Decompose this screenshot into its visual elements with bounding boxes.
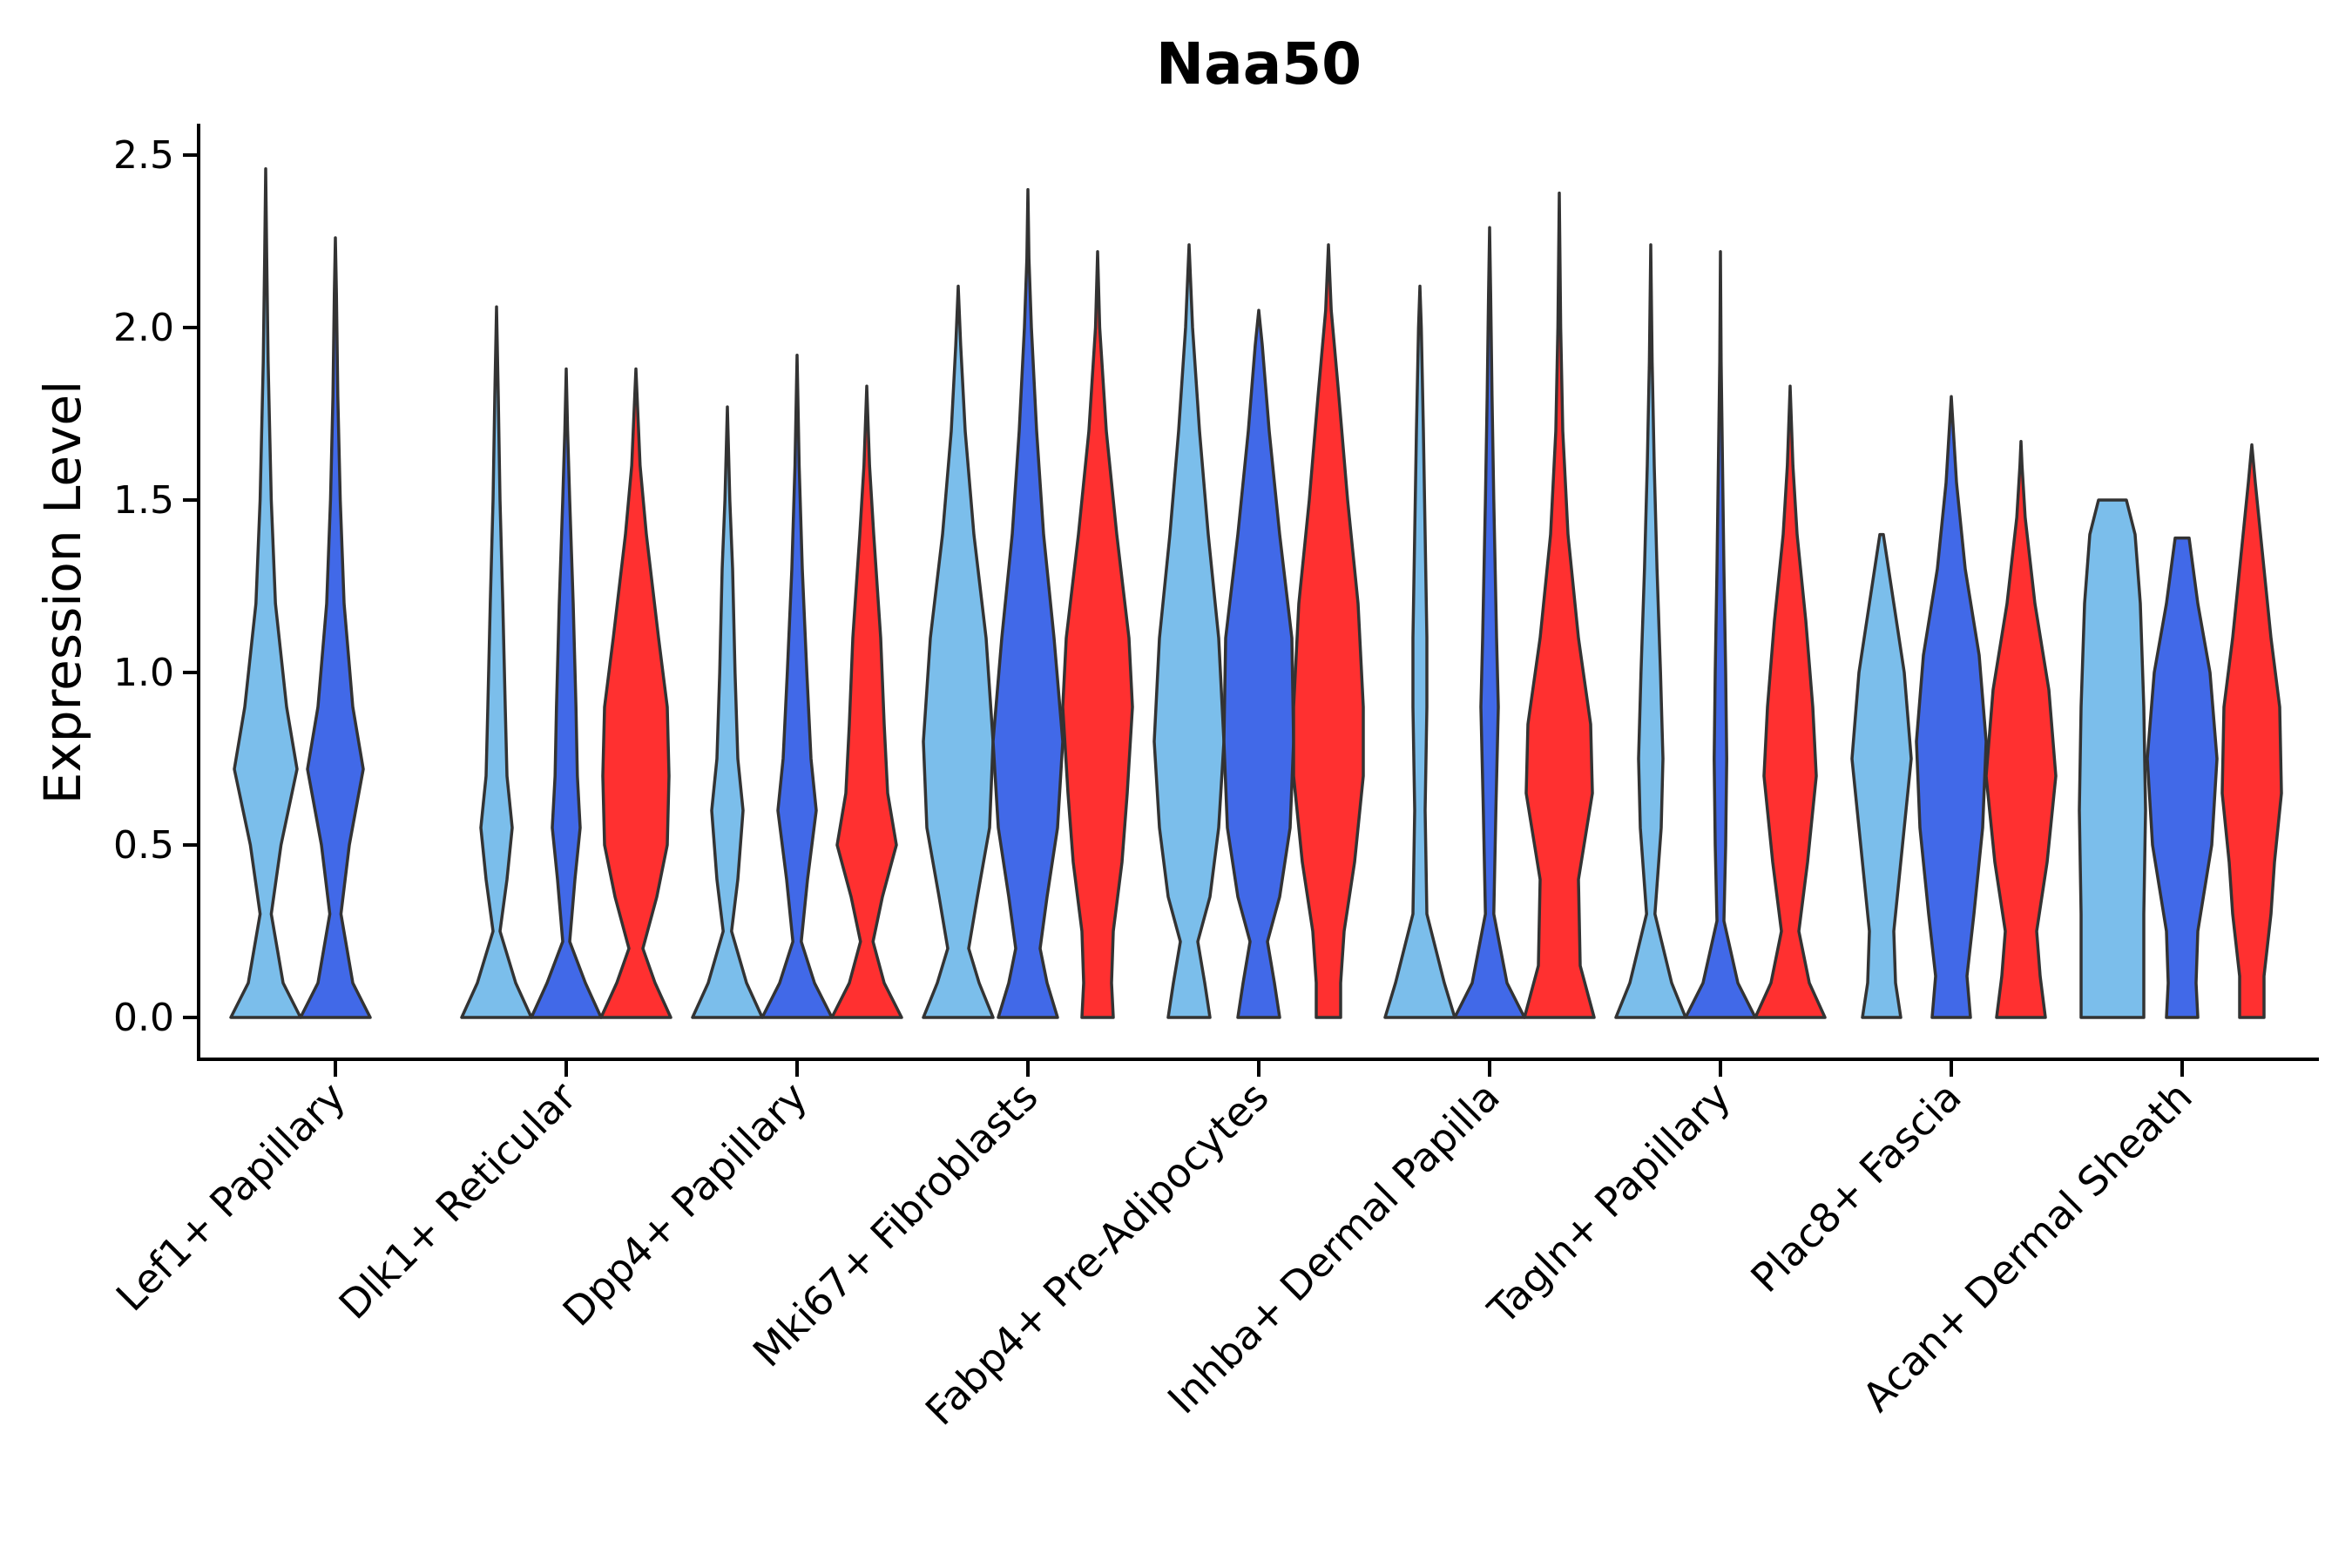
violin-group2 — [760, 353, 834, 1019]
violin-group2 — [991, 187, 1064, 1019]
violin-group1 — [691, 405, 764, 1019]
violin-group1 — [1152, 243, 1226, 1019]
violin-group3 — [1523, 191, 1596, 1019]
y-tick-label: 0.5 — [113, 823, 174, 868]
violin-group3 — [1292, 243, 1365, 1019]
x-tick-label: Dpp4+ Papillary — [554, 1073, 816, 1335]
violin-group2 — [2146, 536, 2219, 1019]
x-tick-label: Lef1+ Papillary — [107, 1073, 355, 1321]
violins-layer — [229, 167, 2283, 1019]
violin-group3 — [1984, 439, 2058, 1019]
y-tick-label: 2.0 — [113, 306, 174, 350]
violin-group3 — [1754, 384, 1827, 1019]
violin-group2 — [1222, 308, 1295, 1019]
y-tick-label: 1.5 — [113, 478, 174, 523]
y-axis-label: Expression Level — [33, 381, 92, 804]
violin-group2 — [299, 236, 372, 1019]
violin-group1 — [922, 284, 995, 1019]
violin-group2 — [530, 367, 603, 1019]
x-tick-label: Plac8+ Fascia — [1741, 1073, 1970, 1301]
violin-group3 — [830, 384, 903, 1019]
violin-group1 — [1383, 284, 1456, 1019]
chart-title: Naa50 — [1156, 30, 1362, 98]
violin-group1 — [2078, 498, 2147, 1019]
violin-group2 — [1684, 250, 1757, 1019]
violin-group2 — [1915, 395, 1988, 1019]
x-tick-label: Dlk1+ Reticular — [330, 1073, 585, 1328]
violin-group1 — [1614, 243, 1687, 1019]
violin-group2 — [1453, 226, 1526, 1019]
violin-group1 — [460, 305, 533, 1019]
y-ticks: 0.0 0.5 1.0 1.5 2.0 2.5 — [113, 133, 199, 1040]
violin-group3 — [599, 367, 672, 1019]
violin-group3 — [1061, 250, 1134, 1019]
y-tick-label: 1.0 — [113, 651, 174, 695]
violin-group1 — [229, 167, 302, 1019]
y-tick-label: 2.5 — [113, 133, 174, 178]
y-tick-label: 0.0 — [113, 996, 174, 1040]
violin-group3 — [2220, 443, 2283, 1019]
x-tick-label: Tagln+ Papillary — [1478, 1073, 1740, 1335]
violin-group1 — [1850, 532, 1913, 1019]
